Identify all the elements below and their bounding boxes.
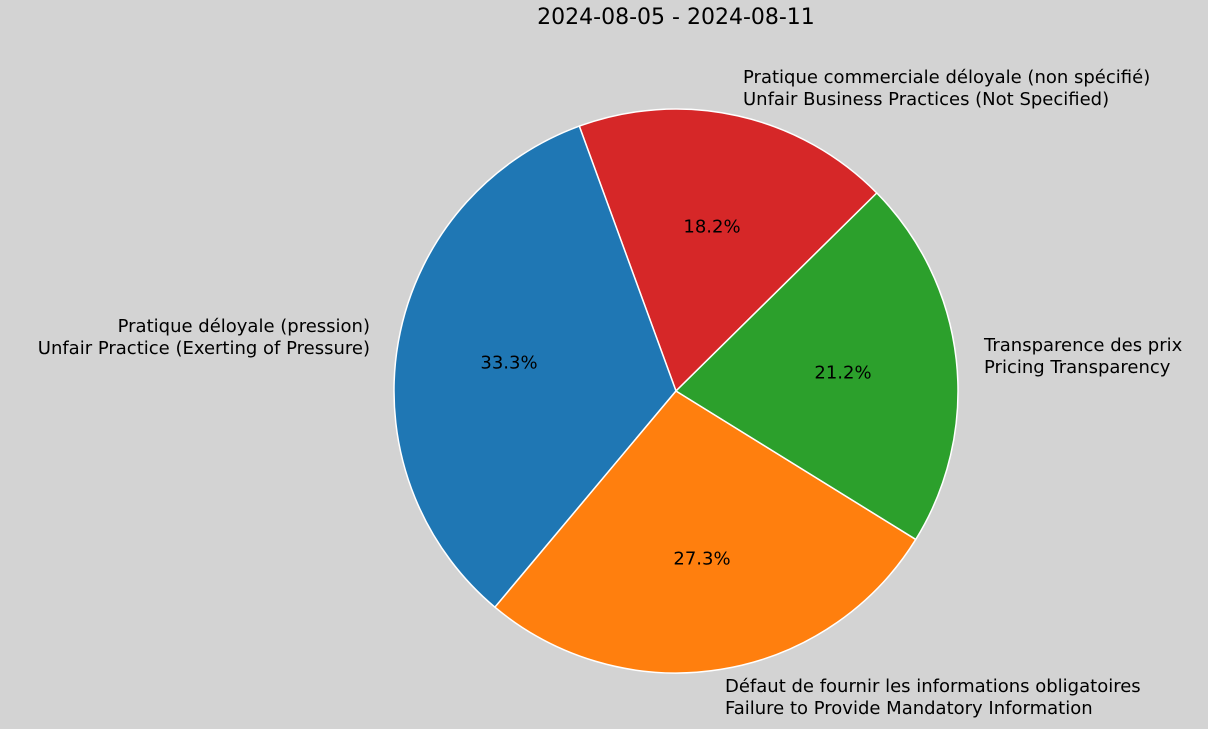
- label-fr: Pratique déloyale (pression): [117, 316, 370, 337]
- pie-wedge-red: [578, 108, 878, 392]
- category-label-orange: Défaut de fournir les informations oblig…: [725, 676, 1141, 720]
- label-en: Pricing Transparency: [984, 357, 1171, 378]
- pie-wedge-green: [675, 192, 959, 541]
- pie-wedge-orange: [494, 390, 917, 674]
- label-fr: Transparence des prix: [984, 335, 1183, 356]
- pct-label-orange: 27.3%: [673, 548, 731, 570]
- pct-label-blue: 33.3%: [480, 352, 538, 374]
- pct-label-green: 21.2%: [814, 362, 872, 384]
- pie-wedge-blue: [393, 125, 677, 608]
- label-en: Unfair Business Practices (Not Specified…: [743, 89, 1110, 110]
- chart-title: 2024-08-05 - 2024-08-11: [537, 5, 815, 30]
- label-fr: Défaut de fournir les informations oblig…: [725, 676, 1141, 697]
- pct-label-red: 18.2%: [683, 216, 741, 238]
- label-fr: Pratique commerciale déloyale (non spéci…: [743, 67, 1151, 88]
- label-en: Failure to Provide Mandatory Information: [725, 698, 1093, 719]
- label-en: Unfair Practice (Exerting of Pressure): [37, 338, 370, 359]
- category-label-red: Pratique commerciale déloyale (non spéci…: [743, 67, 1150, 111]
- category-label-green: Transparence des prix Pricing Transparen…: [984, 335, 1182, 379]
- category-label-blue: Pratique déloyale (pression) Unfair Prac…: [38, 316, 370, 360]
